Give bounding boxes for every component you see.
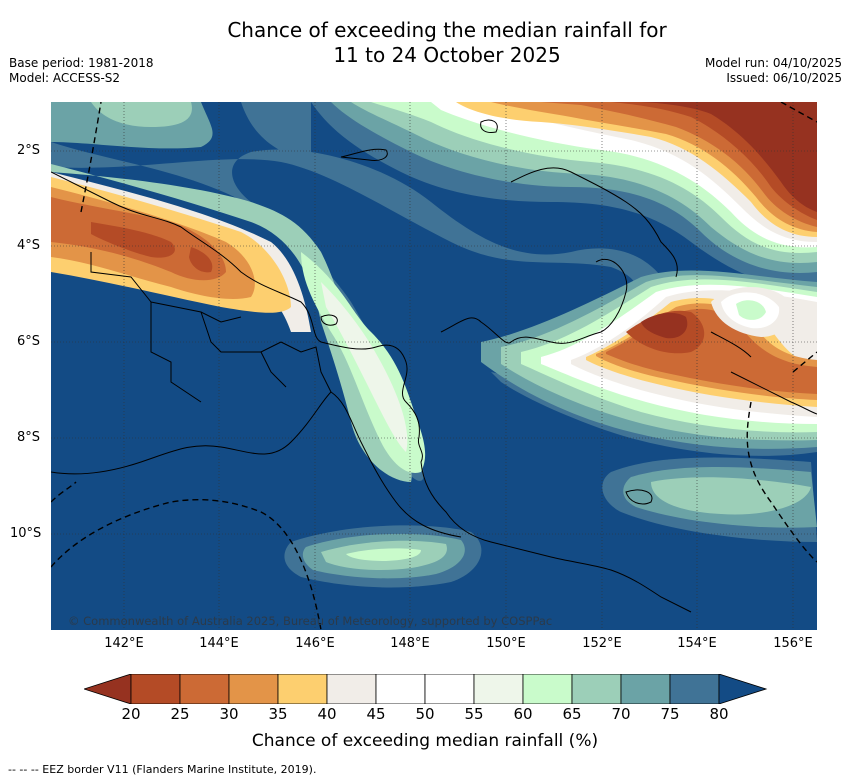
colorbar [84,674,768,704]
colorbar-swatch [571,674,622,704]
lon-label-146e: 146°E [295,636,335,651]
colorbar-swatch [620,674,671,704]
colorbar-swatch [424,674,475,704]
cb-label: 25 [170,705,190,723]
meta-right: Model run: 04/10/2025 Issued: 06/10/2025 [705,56,842,86]
lat-label-8s: 8°S [17,430,41,445]
ne-band-20 [601,102,817,212]
colorbar-swatch [130,674,181,704]
eez-border [51,102,817,630]
issued-date: Issued: 06/10/2025 [726,71,842,85]
lon-label-142e: 142°E [104,636,144,651]
cb-label: 70 [611,705,631,723]
map-canvas: © Commonwealth of Australia 2025, Bureau… [51,102,817,630]
cb-label: 80 [709,705,729,723]
cb-label: 55 [464,705,484,723]
lon-label-148e: 148°E [390,636,430,651]
cb-label: 65 [562,705,582,723]
lon-label-152e: 152°E [582,636,622,651]
colorbar-title: Chance of exceeding median rainfall (%) [251,731,599,751]
base-period: Base period: 1981-2018 [9,56,154,70]
title-line-2: 11 to 24 October 2025 [333,43,561,67]
cb-label: 75 [660,705,680,723]
contour-65 [91,102,192,127]
cb-label: 20 [121,705,141,723]
model-run: Model run: 04/10/2025 [704,56,842,70]
contour-75 [51,102,311,162]
province-borders [90,252,332,403]
title-line-1: Chance of exceeding the median rainfall … [227,18,667,42]
lat-label-2s: 2°S [17,143,41,158]
colorbar-swatch [228,674,279,704]
south-band-60 [346,548,421,561]
colorbar-swatch [522,674,573,704]
colorbar-swatch [473,674,524,704]
map-copyright: © Commonwealth of Australia 2025, Bureau… [68,614,552,628]
ridge-band-55 [321,282,408,452]
east-island-60 [736,300,766,320]
colorbar-swatch [277,674,328,704]
lat-label-6s: 6°S [17,334,41,349]
meta-left: Base period: 1981-2018 Model: ACCESS-S2 [9,56,154,86]
contour-band-25 [91,222,175,258]
lon-label-144e: 144°E [199,636,239,651]
lon-label-150e: 150°E [486,636,526,651]
cb-label: 30 [219,705,239,723]
colorbar-extend-low [84,674,132,704]
east-band-20 [641,312,688,339]
rainfall-map: © Commonwealth of Australia 2025, Bureau… [51,102,817,630]
cb-label: 45 [366,705,386,723]
lat-label-4s: 4°S [17,238,41,253]
colorbar-swatch [326,674,377,704]
colorbar-swatch [669,674,720,704]
cb-label: 60 [513,705,533,723]
cb-label: 50 [415,705,435,723]
lat-label-10s: 10°S [10,526,42,541]
coastline [51,119,817,613]
graticule [51,102,817,630]
colorbar-swatch [375,674,426,704]
colorbar-extend-high [718,674,768,704]
contour-band-25b [189,247,213,273]
lon-label-154e: 154°E [677,636,717,651]
eez-legend: -- -- -- EEZ border V11 (Flanders Marine… [8,763,317,776]
cb-label: 35 [268,705,288,723]
lon-label-156e: 156°E [773,636,813,651]
model-name: Model: ACCESS-S2 [9,71,121,85]
chart-title: Chance of exceeding the median rainfall … [0,18,850,68]
cb-label: 40 [317,705,337,723]
se-band-65 [651,477,811,515]
colorbar-swatch [179,674,230,704]
